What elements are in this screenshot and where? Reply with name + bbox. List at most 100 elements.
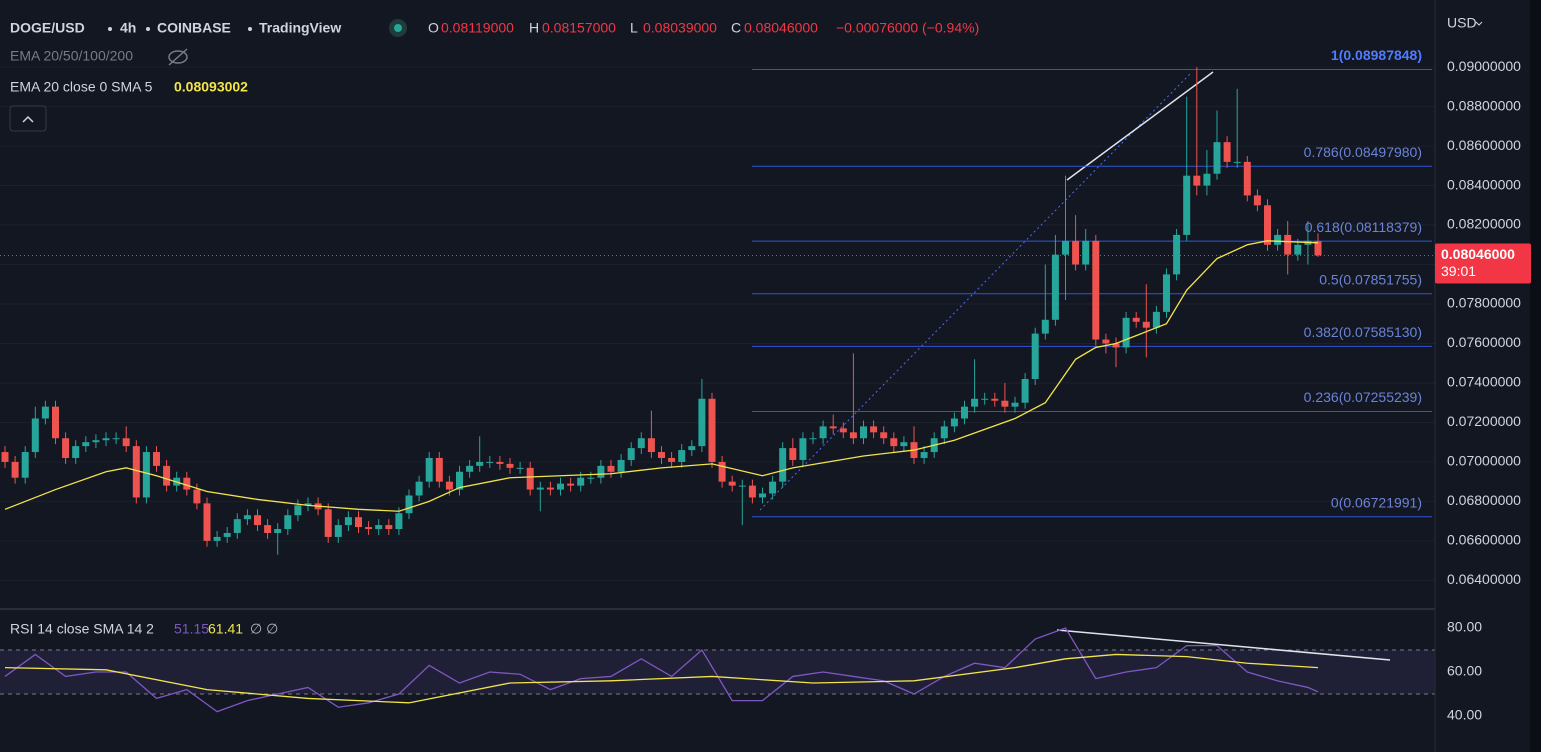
- fib-label: 0.236(0.07255239): [1304, 389, 1422, 405]
- candle-body: [21, 452, 29, 478]
- candle-body: [284, 515, 292, 530]
- candle-body: [900, 442, 908, 447]
- candle-body: [991, 398, 999, 401]
- candle-body: [971, 398, 979, 407]
- chevron: [22, 115, 34, 123]
- y-tick-label: 0.08600000: [1447, 137, 1521, 153]
- candle-body: [1132, 317, 1140, 322]
- separator: [108, 27, 112, 31]
- candle-body: [476, 461, 484, 466]
- source: TradingView: [259, 20, 341, 36]
- separator: [146, 27, 150, 31]
- candle-body: [82, 442, 90, 447]
- candle-body: [31, 418, 39, 453]
- fib-label: 0.786(0.08497980): [1304, 144, 1422, 160]
- candle-body: [203, 503, 211, 541]
- candle-body: [385, 525, 393, 530]
- candle-body: [183, 477, 191, 490]
- candle-body: [223, 532, 231, 537]
- candle-body: [233, 519, 241, 533]
- candle-body: [405, 495, 413, 514]
- candle-body: [769, 481, 777, 494]
- candle-body: [557, 483, 564, 490]
- candle-body: [1213, 142, 1221, 174]
- candle-body: [809, 438, 817, 440]
- candle-body: [1203, 173, 1211, 186]
- y-tick-label: 0.06400000: [1447, 571, 1521, 587]
- candle-body: [658, 452, 665, 458]
- market-status-dot: [394, 24, 402, 32]
- exchange: COINBASE: [157, 20, 231, 36]
- currency[interactable]: USD: [1447, 15, 1477, 31]
- y-tick-label: 0.07800000: [1447, 295, 1521, 311]
- rsi-line: [4, 627, 1319, 713]
- candle-body: [1314, 241, 1322, 256]
- candle-body: [849, 432, 857, 439]
- candle-body: [395, 513, 403, 530]
- rsi-tick-label: 40.00: [1447, 707, 1482, 723]
- trend-line: [1066, 71, 1214, 181]
- candle-body: [890, 438, 898, 447]
- candle-body: [243, 515, 251, 520]
- candle-body: [587, 477, 595, 479]
- collapse-button[interactable]: [9, 105, 47, 132]
- candle-body: [759, 493, 766, 498]
- y-tick-label: 0.06800000: [1447, 492, 1521, 508]
- y-tick-label: 0.08200000: [1447, 216, 1521, 232]
- ohlc-key: O: [428, 20, 439, 36]
- ohlc-key: L: [630, 20, 638, 36]
- candle-body: [132, 446, 140, 498]
- candle-body: [304, 503, 312, 506]
- candle-body: [617, 459, 625, 472]
- candle-body: [870, 426, 878, 433]
- candle-body: [1183, 175, 1191, 235]
- fib-label: 0.5(0.07851755): [1319, 271, 1422, 287]
- candle-body: [435, 457, 443, 482]
- candle-body: [728, 481, 736, 486]
- candle-body: [11, 461, 19, 478]
- symbol: DOGE/USD: [10, 20, 85, 36]
- candle-body: [627, 448, 635, 460]
- candle-body: [274, 529, 282, 533]
- candle-body: [981, 398, 989, 400]
- candle-body: [112, 438, 120, 440]
- candle-body: [637, 438, 645, 449]
- candle-body: [779, 448, 787, 482]
- candle-body: [718, 461, 726, 482]
- candle-body: [748, 485, 756, 498]
- fib-label: 0.382(0.07585130): [1304, 324, 1422, 340]
- candle-body: [1142, 321, 1150, 328]
- candle-body: [1082, 240, 1090, 265]
- candle-body: [344, 517, 352, 526]
- y-tick-label: 0.07600000: [1447, 334, 1521, 350]
- candle-body: [1223, 142, 1231, 162]
- candle-body: [546, 487, 554, 490]
- ohlc-value: 0.08119000: [441, 20, 514, 36]
- eye-off-icon[interactable]: [168, 48, 188, 66]
- candle-body: [1092, 240, 1100, 340]
- candle-body: [254, 515, 261, 526]
- candle-body: [415, 481, 423, 496]
- countdown: 39:01: [1441, 263, 1476, 279]
- candle-body: [1163, 274, 1170, 312]
- candle-body: [1274, 234, 1282, 245]
- candle-body: [1011, 402, 1019, 407]
- candle-body: [799, 438, 807, 460]
- candle-body: [1152, 311, 1160, 328]
- candle-body: [445, 481, 453, 490]
- candle-body: [647, 438, 655, 453]
- fib-label: 0(0.06721991): [1331, 495, 1422, 511]
- candle-body: [1102, 339, 1110, 344]
- ohlc-key: C: [731, 20, 741, 36]
- candle-body: [456, 471, 463, 490]
- candle-body: [1041, 319, 1049, 334]
- candle-body: [678, 450, 686, 462]
- candle-body: [375, 525, 383, 530]
- candle-body: [688, 446, 696, 451]
- candle-body: [1193, 175, 1201, 186]
- ohlc-key: H: [529, 20, 539, 36]
- rsi-sma-line: [4, 653, 1319, 704]
- candle-body: [819, 426, 827, 439]
- candle-body: [122, 438, 130, 447]
- candle-body: [153, 452, 160, 466]
